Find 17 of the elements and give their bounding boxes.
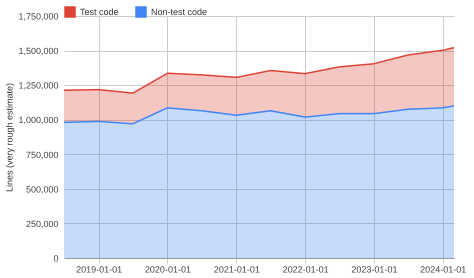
x-tick-label: 2019-01-01 (76, 264, 122, 274)
y-tick-label: 250,000 (26, 218, 58, 229)
y-tick-label: 750,000 (26, 150, 58, 160)
legend-label: Non-test code (151, 7, 208, 17)
y-tick-label: 0 (53, 254, 58, 264)
y-tick-label: 1,000,000 (18, 115, 58, 126)
y-tick-label: 1,250,000 (18, 80, 58, 91)
legend-label: Test code (80, 7, 119, 17)
x-tick-label: 2020-01-01 (144, 264, 191, 274)
x-tick-label: 2022-01-01 (282, 264, 329, 274)
y-tick-label: 1,500,000 (18, 46, 58, 56)
x-tick-label: 2021-01-01 (214, 264, 260, 274)
y-tick-label: 500,000 (26, 184, 58, 194)
x-tick-label: 2024-01-01 (420, 264, 466, 274)
x-tick-label: 2023-01-01 (351, 264, 398, 274)
y-axis-title: Lines (very rough estimate) (4, 82, 14, 192)
y-tick-label: 1,750,000 (18, 12, 58, 22)
